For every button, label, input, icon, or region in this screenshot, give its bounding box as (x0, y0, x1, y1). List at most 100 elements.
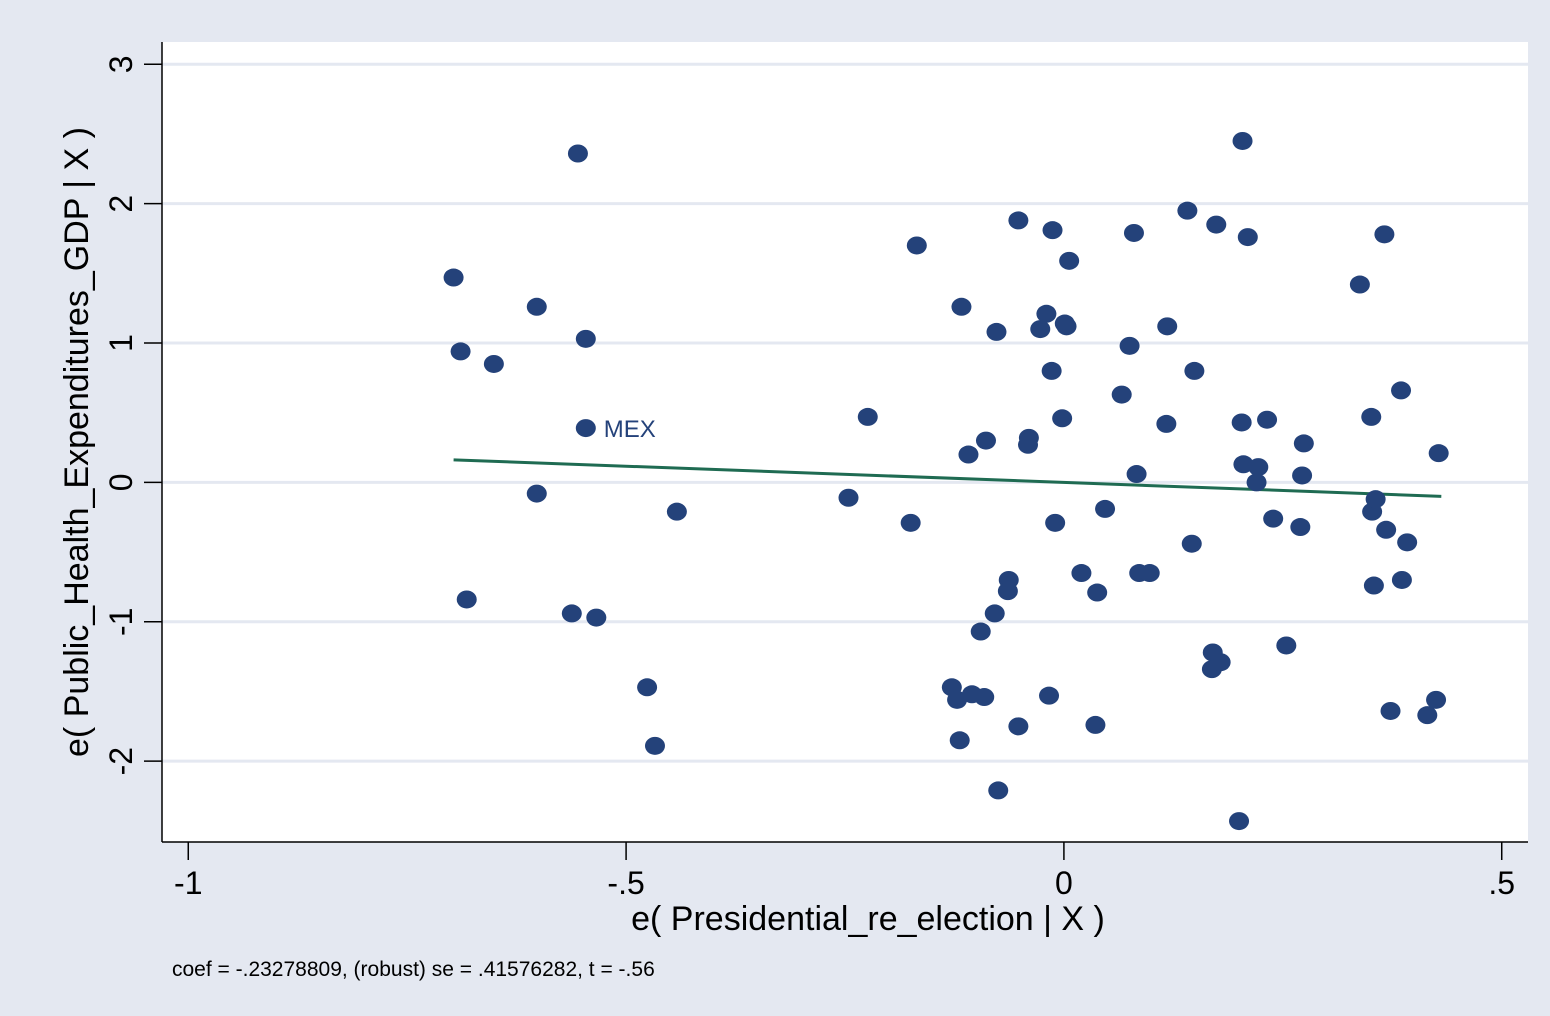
scatter-point (1397, 533, 1418, 552)
scatter-point (644, 736, 665, 755)
scatter-point (1071, 564, 1092, 583)
scatter-point (1157, 317, 1178, 336)
y-axis-title: e( Public_Health_Expenditures_GDP | X ) (58, 127, 96, 757)
scatter-point (1391, 381, 1412, 400)
scatter-point (958, 445, 979, 464)
y-tick-label: -1 (103, 608, 139, 636)
scatter-point (1231, 413, 1252, 432)
scatter-point (1181, 534, 1202, 553)
scatter-point (1210, 653, 1231, 672)
x-tick-label: -1 (174, 865, 202, 901)
scatter-point (1156, 414, 1177, 433)
scatter-point (561, 604, 582, 623)
scatter-point (1095, 499, 1116, 518)
scatter-point (949, 731, 970, 750)
plot-area (162, 42, 1528, 842)
scatter-point (1052, 409, 1073, 428)
scatter-point (1232, 131, 1253, 150)
scatter-point (1257, 410, 1278, 429)
scatter-point (586, 608, 607, 627)
x-tick-label: .5 (1488, 865, 1515, 901)
scatter-point (975, 431, 996, 450)
scatter-point (974, 688, 995, 707)
scatter-point (526, 297, 547, 316)
scatter-point (997, 582, 1018, 601)
scatter-point (1376, 520, 1397, 539)
fit-line-group (453, 458, 1442, 498)
scatter-point (1123, 223, 1144, 242)
regression-note: coef = -.23278809, (robust) se = .415762… (172, 958, 655, 981)
scatter-point (1139, 564, 1160, 583)
scatter-point (575, 329, 596, 348)
scatter-point (483, 354, 504, 373)
scatter-point (1391, 570, 1412, 589)
scatter-point (637, 678, 658, 697)
scatter-point (1229, 812, 1250, 831)
x-tick-label: -.5 (607, 865, 644, 901)
scatter-point (567, 144, 588, 163)
scatter-point (1290, 518, 1311, 537)
scatter-point (1126, 465, 1147, 484)
point-labels: MEX (604, 416, 656, 443)
scatter-point (1248, 458, 1269, 477)
scatter-point (1008, 211, 1029, 230)
fit-line (453, 458, 1442, 498)
scatter-point (1030, 320, 1051, 339)
scatter-point (1237, 228, 1258, 247)
scatter-point (1056, 317, 1077, 336)
scatter-point (666, 502, 687, 521)
scatter-point (1417, 706, 1438, 725)
y-tick-label: 1 (103, 334, 139, 352)
scatter-point (988, 781, 1009, 800)
scatter-point (443, 268, 464, 287)
grid-lines (162, 62, 1528, 763)
scatter-point (1039, 686, 1060, 705)
scatter-point (1349, 275, 1370, 294)
point-label: MEX (604, 416, 656, 443)
scatter-point (1036, 304, 1057, 323)
scatter-point (1428, 444, 1449, 463)
scatter-point (986, 322, 1007, 341)
scatter-point (1087, 583, 1108, 602)
scatter-point (526, 484, 547, 503)
scatter-point (1246, 473, 1267, 492)
y-tick-label: 2 (103, 195, 139, 213)
scatter-point (1119, 336, 1140, 355)
scatter-point (456, 590, 477, 609)
scatter-point (1233, 455, 1254, 474)
scatter-point-labeled (575, 419, 596, 438)
scatter-point (1206, 215, 1227, 234)
scatter-point (1177, 201, 1198, 220)
scatter-point (450, 342, 471, 361)
scatter-point (1276, 636, 1297, 655)
scatter-point (1085, 715, 1106, 734)
y-tick-label: -2 (103, 747, 139, 775)
scatter-point (1111, 385, 1132, 404)
y-tick-label: 0 (103, 474, 139, 492)
scatter-point (1361, 407, 1382, 426)
scatter-point (838, 488, 859, 507)
scatter-point (1042, 221, 1063, 240)
scatter-point (1374, 225, 1395, 244)
scatter-point (1018, 435, 1039, 454)
scatter-point (1041, 361, 1062, 380)
axes: -2 -1 0 1 2 3 -1 -.5 0 .5 (103, 42, 1528, 901)
scatter-point (857, 407, 878, 426)
scatter-point (1363, 576, 1384, 595)
y-tick-label: 3 (103, 55, 139, 73)
x-axis-title: e( Presidential_re_election | X ) (631, 900, 1105, 938)
scatter-point (1008, 717, 1029, 736)
scatter-point (900, 513, 921, 532)
scatter-point (1380, 701, 1401, 720)
scatter-point (1426, 690, 1447, 709)
scatter-point (1263, 509, 1284, 528)
scatter-point (1293, 434, 1314, 453)
x-tick-label: 0 (1055, 865, 1073, 901)
scatter-point (1059, 251, 1080, 270)
scatter-point (1045, 513, 1066, 532)
scatter-point (970, 622, 991, 641)
points-group (443, 131, 1449, 831)
scatter-point (951, 297, 972, 316)
scatter-point (1292, 466, 1313, 485)
